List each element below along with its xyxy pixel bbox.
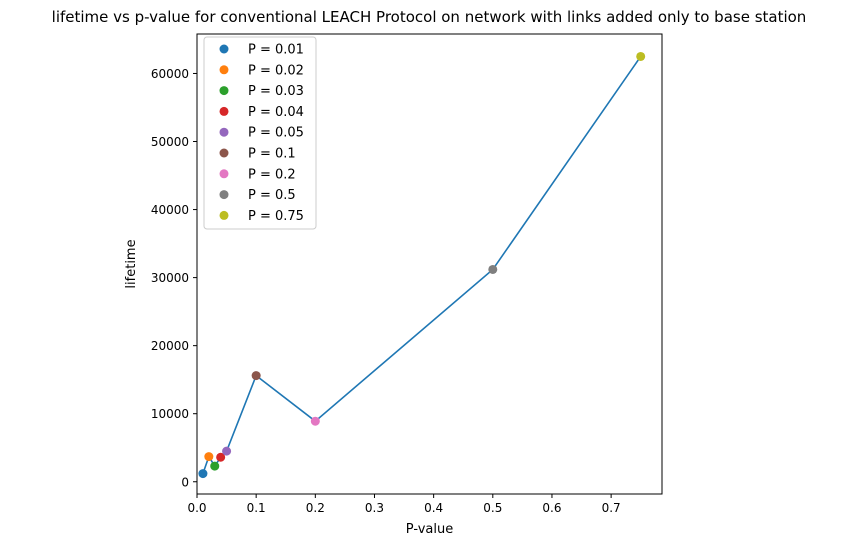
legend-marker-7: [219, 190, 229, 200]
legend-marker-6: [219, 169, 229, 179]
chart-title: lifetime vs p-value for conventional LEA…: [52, 8, 807, 26]
y-tick-label: 50000: [151, 135, 189, 149]
x-tick-label: 0.1: [247, 501, 266, 515]
legend-label-4: P = 0.05: [248, 126, 304, 141]
data-layer: [198, 51, 646, 479]
legend-marker-8: [219, 210, 229, 220]
y-tick-label: 60000: [151, 67, 189, 81]
y-axis-ticks: 0 10000 20000 30000 40000 50000 60000: [151, 67, 197, 489]
legend: P = 0.01 P = 0.02 P = 0.03 P = 0.04 P = 0.05…: [203, 36, 317, 230]
y-tick-label: 40000: [151, 203, 189, 217]
y-tick-label: 10000: [151, 407, 189, 421]
legend-label-0: P = 0.01: [248, 43, 304, 58]
legend-label-5: P = 0.1: [248, 147, 296, 162]
data-point-8: [636, 51, 646, 61]
data-point-6: [310, 416, 320, 426]
legend-box: [203, 36, 317, 230]
x-axis-ticks: 0.0 0.1 0.2 0.3 0.4 0.5 0.6 0.7: [187, 494, 621, 515]
legend-label-1: P = 0.02: [248, 63, 304, 78]
y-tick-label: 30000: [151, 271, 189, 285]
data-point-2: [210, 461, 220, 471]
data-point-4: [222, 446, 232, 456]
x-tick-label: 0.6: [542, 501, 561, 515]
legend-label-8: P = 0.75: [248, 209, 304, 224]
legend-label-2: P = 0.03: [248, 84, 304, 99]
y-axis-label: lifetime: [124, 239, 139, 288]
legend-marker-5: [219, 148, 229, 158]
x-axis-label: P-value: [406, 522, 453, 537]
x-tick-label: 0.2: [306, 501, 325, 515]
y-tick-label: 0: [181, 475, 189, 489]
data-point-3: [216, 452, 226, 462]
legend-label-7: P = 0.5: [248, 188, 296, 203]
legend-label-6: P = 0.2: [248, 167, 296, 182]
data-point-5: [251, 371, 261, 381]
x-tick-label: 0.0: [187, 501, 206, 515]
x-tick-label: 0.3: [365, 501, 384, 515]
x-tick-label: 0.4: [424, 501, 443, 515]
x-tick-label: 0.5: [483, 501, 502, 515]
data-point-7: [488, 264, 498, 274]
x-tick-label: 0.7: [602, 501, 621, 515]
legend-marker-0: [219, 44, 229, 54]
plot-frame: [196, 33, 663, 495]
y-tick-label: 20000: [151, 339, 189, 353]
legend-label-3: P = 0.04: [248, 105, 304, 120]
legend-marker-4: [219, 127, 229, 137]
legend-marker-2: [219, 86, 229, 96]
data-point-1: [204, 452, 214, 462]
data-point-0: [198, 469, 208, 479]
legend-marker-1: [219, 65, 229, 75]
legend-marker-3: [219, 106, 229, 116]
